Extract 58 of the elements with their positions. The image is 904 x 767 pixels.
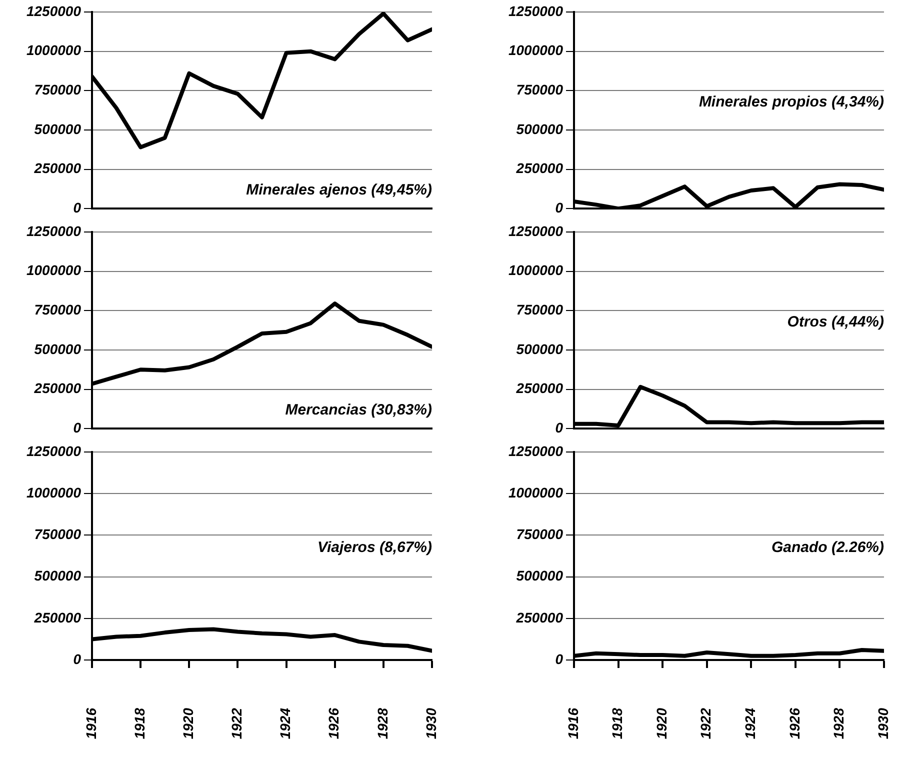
y-tick-label: 1250000 <box>26 2 82 19</box>
y-tick-label: 1250000 <box>508 222 564 239</box>
y-tick-label: 250000 <box>515 160 564 176</box>
x-tick-label: 1928 <box>374 708 390 740</box>
y-tick-label: 1000000 <box>26 484 82 500</box>
y-tick-label: 1000000 <box>26 262 82 278</box>
y-tick-label: 250000 <box>33 380 82 396</box>
x-tick-label: 1916 <box>564 708 581 740</box>
x-tick-label: 1926 <box>786 708 802 740</box>
y-tick-label: 1250000 <box>26 222 82 239</box>
x-tick-label: 1924 <box>277 708 294 740</box>
x-tick-label: 1922 <box>228 708 245 740</box>
annotation: Mercancias (30,83%) <box>285 402 432 419</box>
x-tick-label: 1930 <box>422 708 439 740</box>
y-tick-label: 250000 <box>33 609 82 626</box>
y-tick-label: 0 <box>555 650 564 667</box>
y-tick-label: 1000000 <box>508 484 564 500</box>
y-tick-label: 0 <box>555 419 564 436</box>
x-tick-label: 1916 <box>82 708 99 740</box>
y-tick-label: 500000 <box>516 340 564 357</box>
x-tick-label: 1920 <box>180 708 196 740</box>
x-tick-label: 1922 <box>698 708 714 740</box>
y-tick-label: 500000 <box>516 568 564 584</box>
x-tick-label: 1926 <box>326 708 342 740</box>
y-tick-label: 250000 <box>515 380 564 396</box>
annotation: Viajeros (8,67%) <box>318 538 432 556</box>
y-tick-label: 1000000 <box>26 42 82 58</box>
y-tick-label: 500000 <box>34 340 82 357</box>
y-tick-label: 750000 <box>34 526 82 542</box>
y-tick-label: 500000 <box>34 120 82 137</box>
annotation: Ganado (2.26%) <box>771 538 884 556</box>
y-tick-label: 0 <box>555 199 564 216</box>
annotation: Otros (4,44%) <box>787 314 884 331</box>
x-tick-label: 1928 <box>830 708 847 740</box>
annotation: Minerales propios (4,34%) <box>698 94 884 111</box>
annotation: Minerales ajenos (49,45%) <box>246 182 432 199</box>
y-tick-label: 500000 <box>34 568 82 584</box>
y-tick-label: 250000 <box>515 609 564 626</box>
y-tick-label: 1250000 <box>26 442 82 459</box>
y-tick-label: 750000 <box>34 82 82 98</box>
y-tick-label: 1000000 <box>508 262 564 278</box>
x-tick-label: 1918 <box>131 708 148 740</box>
y-tick-label: 250000 <box>33 160 82 176</box>
y-tick-label: 750000 <box>516 526 564 542</box>
y-tick-label: 1250000 <box>508 2 564 19</box>
y-tick-label: 1000000 <box>508 42 564 58</box>
y-tick-label: 0 <box>73 199 82 216</box>
y-tick-label: 500000 <box>516 120 564 137</box>
x-tick-label: 1920 <box>653 708 670 740</box>
x-tick-label: 1930 <box>874 708 891 740</box>
y-tick-label: 0 <box>73 419 82 436</box>
y-tick-label: 0 <box>73 650 82 667</box>
y-tick-label: 750000 <box>516 82 564 98</box>
y-tick-label: 750000 <box>34 302 82 318</box>
y-tick-label: 750000 <box>516 302 564 318</box>
x-tick-label: 1924 <box>742 708 758 740</box>
x-tick-label: 1918 <box>609 708 626 740</box>
y-tick-label: 1250000 <box>508 442 564 459</box>
